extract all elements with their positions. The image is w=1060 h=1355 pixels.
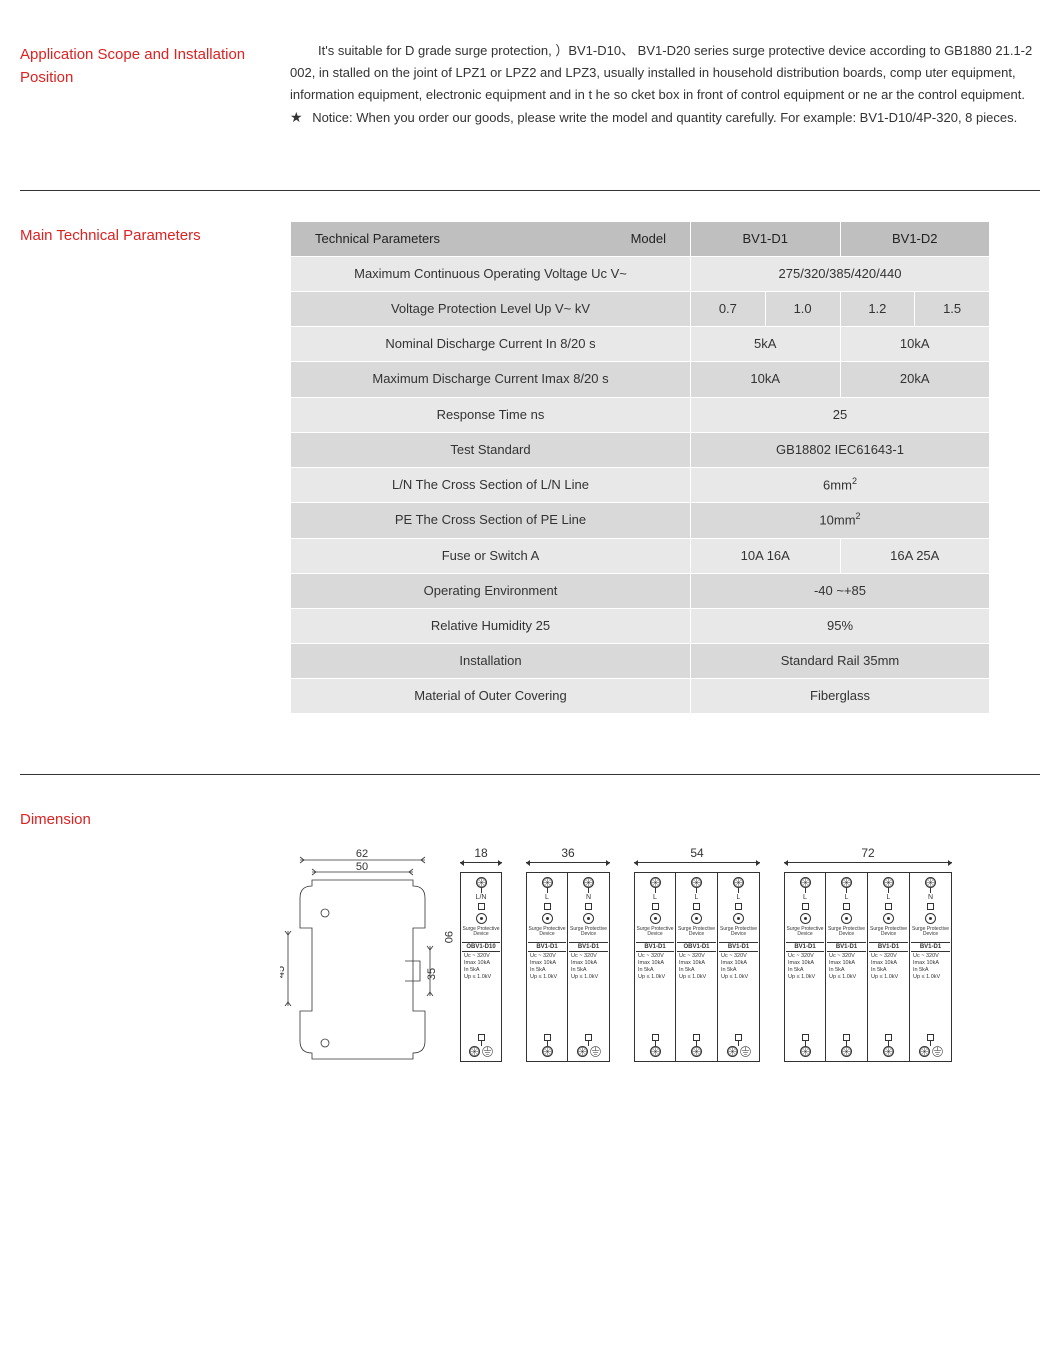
dim-62: 62 bbox=[356, 848, 368, 860]
table-row: L/N The Cross Section of L/N Line 6mm2 bbox=[291, 467, 990, 502]
module: LSurge Protective DeviceBV1-D1Uc ~ 320VI… bbox=[634, 872, 676, 1062]
tech-section: Main Technical Parameters Model Technica… bbox=[20, 221, 1040, 744]
module-group: 36 LSurge Protective DeviceBV1-D1Uc ~ 320… bbox=[526, 846, 610, 1062]
module-strip: LSurge Protective DeviceBV1-D1Uc ~ 320VI… bbox=[784, 872, 952, 1062]
table-row: PE The Cross Section of PE Line 10mm2 bbox=[291, 503, 990, 538]
table-row: Relative Humidity 25 95% bbox=[291, 608, 990, 643]
scope-title: Application Scope and Installation Posit… bbox=[20, 40, 270, 130]
height-label: 90 bbox=[442, 931, 454, 943]
module-strip: LSurge Protective DeviceBV1-D1Uc ~ 320VI… bbox=[526, 872, 610, 1062]
module: LSurge Protective DeviceBV1-D1Uc ~ 320VI… bbox=[784, 872, 826, 1062]
table-row: Fuse or Switch A 10A 16A 16A 25A bbox=[291, 538, 990, 573]
scope-body: It's suitable for D grade surge protecti… bbox=[290, 40, 1040, 130]
module: LSurge Protective DeviceBV1-D1Uc ~ 320VI… bbox=[526, 872, 568, 1062]
module-strip: L/NSurge Protective DeviceOBV1-D10Uc ~ 3… bbox=[460, 872, 502, 1062]
dim-35: 35 bbox=[426, 967, 438, 979]
scope-section: Application Scope and Installation Posit… bbox=[20, 40, 1040, 160]
width-label: 18 bbox=[474, 846, 487, 860]
dim-arrow bbox=[526, 862, 610, 872]
module: LSurge Protective DeviceBV1-D1Uc ~ 320VI… bbox=[826, 872, 868, 1062]
dim-arrow bbox=[460, 862, 502, 872]
width-label: 72 bbox=[861, 846, 874, 860]
dim-50: 50 bbox=[356, 861, 368, 873]
dim-row: 62 50 45 35 1890L/NSurge Protective Devi… bbox=[280, 846, 1040, 1076]
module: LSurge Protective DeviceBV1-D1Uc ~ 320VI… bbox=[718, 872, 760, 1062]
table-header: Model Technical Parameters BV1-D1 BV1-D2 bbox=[291, 222, 990, 257]
dim-45: 45 bbox=[280, 965, 287, 977]
table-row: Response Time ns 25 bbox=[291, 397, 990, 432]
module-groups: 1890L/NSurge Protective DeviceOBV1-D10Uc… bbox=[460, 846, 952, 1062]
dim-arrow bbox=[784, 862, 952, 872]
scope-notice: ★ Notice: When you order our goods, plea… bbox=[290, 106, 1040, 130]
dim-title: Dimension bbox=[20, 805, 270, 832]
table-row: Nominal Discharge Current In 8/20 s 5kA … bbox=[291, 327, 990, 362]
module: LSurge Protective DeviceBV1-D1Uc ~ 320VI… bbox=[868, 872, 910, 1062]
col-d1: BV1-D1 bbox=[691, 222, 841, 257]
table-row: Test Standard GB18802 IEC61643-1 bbox=[291, 432, 990, 467]
tech-title: Main Technical Parameters bbox=[20, 221, 270, 714]
module-group: 72 LSurge Protective DeviceBV1-D1Uc ~ 320… bbox=[784, 846, 952, 1062]
col-d2: BV1-D2 bbox=[840, 222, 990, 257]
side-view: 62 50 45 35 bbox=[280, 846, 440, 1076]
module: L/NSurge Protective DeviceOBV1-D10Uc ~ 3… bbox=[460, 872, 502, 1062]
divider bbox=[20, 774, 1040, 775]
notice-text: Notice: When you order our goods, please… bbox=[312, 110, 1017, 125]
table-row: Voltage Protection Level Up V~ kV 0.7 1.… bbox=[291, 292, 990, 327]
scope-paragraph: It's suitable for D grade surge protecti… bbox=[290, 40, 1040, 106]
module: NSurge Protective DeviceBV1-D1Uc ~ 320VI… bbox=[910, 872, 952, 1062]
tech-body: Model Technical Parameters BV1-D1 BV1-D2… bbox=[290, 221, 1040, 714]
divider bbox=[20, 190, 1040, 191]
module-group: 1890L/NSurge Protective DeviceOBV1-D10Uc… bbox=[460, 846, 502, 1062]
module-group: 54 LSurge Protective DeviceBV1-D1Uc ~ 320… bbox=[634, 846, 760, 1062]
tech-table: Model Technical Parameters BV1-D1 BV1-D2… bbox=[290, 221, 990, 714]
table-row: Installation Standard Rail 35mm bbox=[291, 643, 990, 678]
header-cell: Model Technical Parameters bbox=[291, 222, 691, 257]
table-row: Operating Environment -40 ~+85 bbox=[291, 573, 990, 608]
module: LSurge Protective DeviceOBV1-D1Uc ~ 320V… bbox=[676, 872, 718, 1062]
table-row: Material of Outer Covering Fiberglass bbox=[291, 678, 990, 713]
width-label: 54 bbox=[690, 846, 703, 860]
dimension-section: Dimension bbox=[20, 805, 1040, 1076]
width-label: 36 bbox=[561, 846, 574, 860]
table-row: Maximum Discharge Current Imax 8/20 s 10… bbox=[291, 362, 990, 397]
dim-arrow bbox=[634, 862, 760, 872]
table-row: Maximum Continuous Operating Voltage Uc … bbox=[291, 257, 990, 292]
module: NSurge Protective DeviceBV1-D1Uc ~ 320VI… bbox=[568, 872, 610, 1062]
module-strip: LSurge Protective DeviceBV1-D1Uc ~ 320VI… bbox=[634, 872, 760, 1062]
star-icon: ★ bbox=[290, 109, 303, 125]
